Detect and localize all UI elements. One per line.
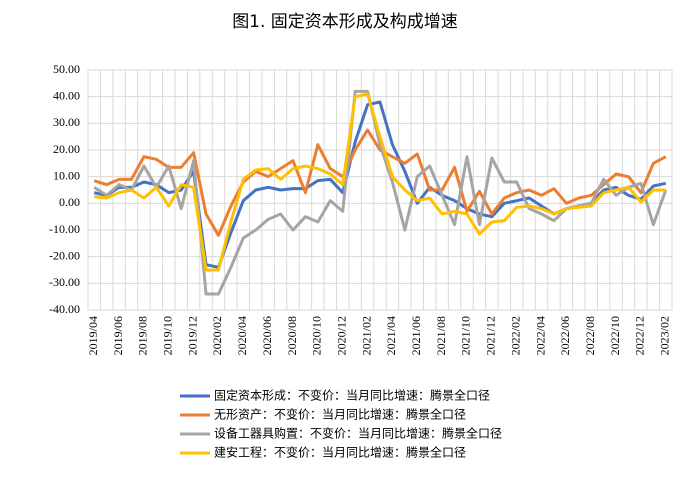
legend-label: 无形资产：不变价：当月同比增速：腾景全口径 <box>214 407 466 422</box>
x-tick-label: 2019/10 <box>161 316 175 355</box>
x-tick-label: 2019/06 <box>111 316 125 355</box>
y-tick-label: 40.00 <box>53 88 80 102</box>
x-tick-label: 2020/12 <box>334 316 348 355</box>
x-tick-label: 2021/08 <box>434 316 448 355</box>
series-line <box>93 128 667 237</box>
x-tick-label: 2020/06 <box>260 316 274 355</box>
x-tick-label: 2020/04 <box>235 316 249 355</box>
x-tick-label: 2019/12 <box>185 316 199 355</box>
x-tick-label: 2022/04 <box>533 316 547 355</box>
x-tick-label: 2022/06 <box>558 316 572 355</box>
y-tick-label: -20.00 <box>49 248 80 262</box>
x-tick-label: 2020/08 <box>285 316 299 355</box>
x-tick-label: 2021/06 <box>409 316 423 355</box>
y-tick-label: 10.00 <box>53 168 80 182</box>
x-tick-label: 2020/10 <box>310 316 324 355</box>
x-tick-label: 2022/12 <box>633 316 647 355</box>
legend-label: 建安工程：不变价：当月同比增速：腾景全口径 <box>214 445 466 460</box>
x-tick-label: 2019/04 <box>86 316 100 355</box>
chart-title: 图1. 固定资本形成及构成增速 <box>232 12 458 32</box>
legend-label: 固定资本形成：不变价：当月同比增速：腾景全口径 <box>214 388 490 403</box>
y-tick-label: -40.00 <box>49 302 80 316</box>
x-tick-label: 2021/12 <box>484 316 498 355</box>
legend-label: 设备工器具购置：不变价：当月同比增速：腾景全口径 <box>214 426 502 441</box>
x-tick-label: 2022/08 <box>583 316 597 355</box>
x-tick-label: 2022/10 <box>608 316 622 355</box>
x-tick-label: 2022/02 <box>508 316 522 355</box>
x-tick-label: 2021/04 <box>384 316 398 355</box>
y-tick-label: 0.00 <box>59 195 80 209</box>
series-line <box>93 89 668 296</box>
y-tick-label: 50.00 <box>53 62 80 76</box>
y-tick-label: -10.00 <box>49 222 80 236</box>
x-tick-label: 2023/02 <box>658 316 672 355</box>
y-tick-label: -30.00 <box>49 275 80 289</box>
x-tick-label: 2021/02 <box>359 316 373 355</box>
x-tick-label: 2019/08 <box>136 316 150 355</box>
y-tick-label: 20.00 <box>53 142 80 156</box>
y-tick-label: 30.00 <box>53 115 80 129</box>
x-tick-label: 2021/10 <box>459 316 473 355</box>
series-line <box>94 92 666 272</box>
x-tick-label: 2020/02 <box>210 316 224 355</box>
